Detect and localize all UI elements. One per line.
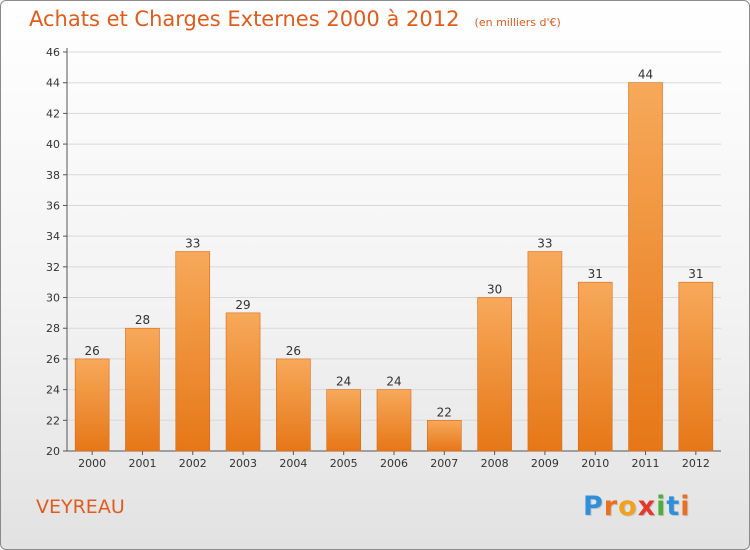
logo-letter: i: [656, 491, 667, 522]
bar-value-label: 33: [537, 237, 552, 251]
y-tick-label: 34: [46, 230, 60, 243]
bar-value-label: 29: [235, 298, 250, 312]
logo-letter: o: [618, 491, 638, 522]
bar: [527, 251, 563, 452]
bar-value-label: 28: [135, 313, 150, 327]
bar: [175, 251, 211, 452]
bar-value-label: 24: [386, 375, 401, 389]
bar-value-label: 33: [185, 237, 200, 251]
y-tick-label: 30: [46, 292, 60, 305]
y-tick-label: 20: [46, 445, 60, 458]
city-name: VEYREAU: [36, 496, 125, 518]
bar: [477, 297, 512, 452]
y-tick-label: 38: [46, 169, 60, 182]
logo-letter: P: [583, 491, 604, 522]
y-tick-label: 42: [46, 107, 60, 120]
logo-letter: i: [680, 491, 691, 522]
bar-value-label: 24: [336, 375, 351, 389]
logo-letter: x: [637, 491, 657, 522]
x-tick-label: 2006: [380, 457, 408, 470]
y-tick-label: 24: [46, 384, 60, 397]
x-tick-label: 2007: [430, 457, 458, 470]
x-tick-label: 2010: [581, 457, 609, 470]
x-tick-label: 2001: [128, 457, 156, 470]
y-tick-label: 40: [46, 138, 60, 151]
x-tick-label: 2003: [229, 457, 257, 470]
x-tick-label: 2011: [632, 457, 660, 470]
x-tick-label: 2002: [179, 457, 207, 470]
x-tick-label: 2012: [682, 457, 710, 470]
proxiti-logo: Proxiti: [583, 491, 691, 522]
bar: [276, 358, 311, 452]
bar: [74, 358, 110, 452]
bar: [427, 420, 462, 452]
bar-value-label: 30: [487, 283, 502, 297]
chart-title: Achats et Charges Externes 2000 à 2012: [29, 7, 460, 31]
bar: [376, 389, 412, 452]
y-tick-label: 36: [46, 199, 60, 212]
logo-letter: t: [666, 491, 681, 522]
x-tick-label: 2005: [330, 457, 358, 470]
y-tick-label: 46: [46, 46, 60, 59]
bar: [125, 327, 160, 452]
bar-value-label: 44: [638, 68, 653, 82]
chart-unit: (en milliers d'€): [474, 16, 561, 29]
y-tick-label: 22: [46, 414, 60, 427]
bar-value-label: 22: [437, 405, 452, 419]
grid-lines: [67, 51, 721, 421]
bar: [577, 281, 613, 452]
y-tick-label: 28: [46, 322, 60, 335]
bar-value-label: 26: [286, 344, 301, 358]
labels: 20 22 24 26 28 30 32 34 36 38 40 42 44 46 26 2000 28 2001…: [46, 46, 710, 470]
logo-letter: r: [603, 491, 619, 522]
bars: [74, 82, 714, 452]
x-tick-label: 2000: [78, 457, 106, 470]
bar-value-label: 26: [85, 344, 100, 358]
title-row: Achats et Charges Externes 2000 à 2012 (…: [29, 7, 561, 31]
bar: [225, 312, 261, 452]
x-tick-label: 2008: [481, 457, 509, 470]
y-tick-label: 44: [46, 77, 60, 90]
bar: [678, 281, 714, 452]
x-tick-label: 2004: [279, 457, 307, 470]
y-tick-label: 32: [46, 261, 60, 274]
bar: [326, 389, 361, 452]
bar: [628, 82, 663, 452]
bar-value-label: 31: [588, 267, 603, 281]
bar-value-label: 31: [688, 267, 703, 281]
x-tick-label: 2009: [531, 457, 559, 470]
y-tick-label: 26: [46, 353, 60, 366]
